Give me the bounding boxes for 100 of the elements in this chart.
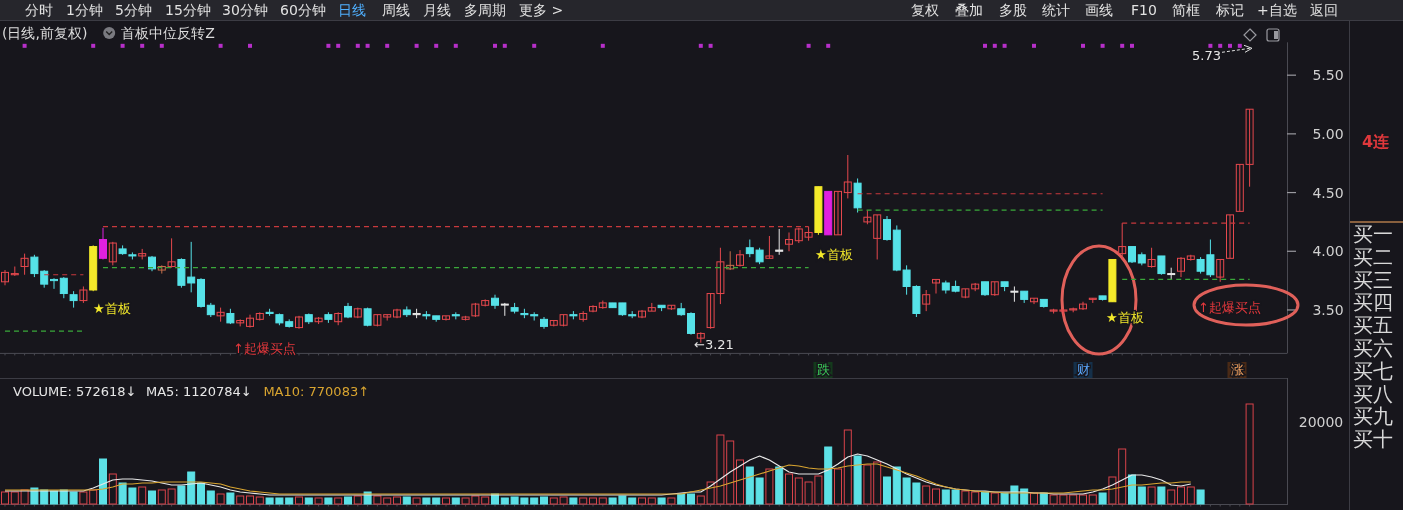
bar [206, 490, 215, 505]
candlestick [843, 154, 852, 199]
bar [246, 495, 254, 505]
candlestick [1030, 297, 1038, 305]
bar [775, 466, 784, 505]
bar [981, 491, 989, 505]
candlestick [1118, 222, 1127, 260]
y-tick-label: 4.00 [1312, 243, 1344, 260]
text: 日线 [338, 2, 366, 18]
bar [1167, 489, 1176, 505]
text: MA5: 1120784↓ [146, 384, 252, 399]
text: 4连 [1362, 132, 1391, 151]
bar [883, 476, 891, 505]
text: 5分钟 [115, 2, 152, 18]
bar [677, 493, 686, 505]
candlestick [990, 281, 999, 297]
candlestick [736, 249, 744, 268]
candlestick [726, 250, 735, 271]
text: VOLUME: 572618↓ [13, 384, 137, 399]
bar [226, 492, 235, 505]
candlestick [99, 227, 107, 260]
bar [148, 490, 156, 505]
bar [197, 482, 205, 505]
bar [667, 497, 676, 505]
annotation: ★首板 [815, 247, 853, 262]
bar [687, 493, 695, 505]
bar [785, 473, 793, 505]
bar [647, 497, 656, 505]
bar [1177, 486, 1185, 505]
candlestick [932, 278, 940, 295]
candlestick [765, 235, 774, 259]
bar [843, 429, 852, 505]
bar [353, 495, 362, 505]
text: 15分钟 [165, 2, 211, 18]
bar [932, 488, 940, 505]
candlestick [1147, 247, 1156, 269]
bar [344, 496, 352, 505]
text: 20000 [1298, 414, 1344, 430]
candlestick [59, 276, 68, 299]
y-tick-label: 3.50 [1312, 301, 1344, 318]
candlestick [393, 308, 401, 319]
annotation: ★首板 [93, 301, 131, 316]
bar [255, 496, 264, 505]
text: 60分钟 [280, 2, 326, 18]
y-tick-label: 5.00 [1312, 125, 1344, 142]
text: 买五 [1353, 313, 1393, 338]
text: 统计 [1042, 2, 1070, 18]
candlestick [1079, 301, 1087, 311]
bar [1196, 489, 1205, 505]
text: 1分钟 [66, 2, 103, 18]
bar [638, 497, 646, 505]
text: 多股 [999, 2, 1027, 18]
text: 标记 [1215, 2, 1244, 18]
bar [334, 497, 343, 505]
candlestick [785, 231, 793, 252]
candlestick [295, 315, 303, 330]
candlestick [775, 228, 784, 256]
bar [1, 491, 9, 505]
bar [834, 468, 842, 505]
text: MA10: 770083↑ [263, 384, 370, 399]
text: 多周期 [464, 2, 506, 18]
bar [99, 458, 107, 505]
bar [216, 493, 225, 505]
text: 买八 [1353, 381, 1393, 406]
candlestick [442, 315, 450, 322]
text: 涨 [1230, 362, 1244, 377]
bar [657, 497, 666, 505]
bar [1157, 486, 1166, 505]
chart-subtitle: 首板中位反转Z [121, 25, 215, 41]
bar [569, 497, 578, 505]
text: 月线 [423, 2, 451, 18]
candlestick [246, 314, 254, 329]
candlestick [1226, 214, 1234, 259]
bar [295, 496, 303, 505]
candlestick [1177, 256, 1185, 278]
bar [853, 455, 862, 505]
text: 30分钟 [222, 2, 268, 18]
candlestick [589, 304, 597, 313]
annotation: ↑起爆买点 [233, 341, 296, 356]
text: 周线 [382, 2, 410, 18]
bar [138, 486, 147, 505]
text: 画线 [1085, 2, 1113, 18]
text: 简框 [1172, 2, 1200, 18]
candlestick [1157, 255, 1166, 276]
candlestick [1, 269, 9, 286]
text: 买九 [1353, 404, 1393, 429]
bar [922, 485, 931, 505]
bar [1128, 474, 1136, 505]
text: 买二 [1353, 244, 1393, 269]
bar [598, 497, 607, 505]
chart-title: (日线,前复权) [2, 25, 88, 41]
text: 复权 [911, 2, 939, 18]
text: 买七 [1353, 358, 1393, 383]
bar [1030, 492, 1038, 505]
bar [736, 459, 744, 505]
bar [324, 497, 333, 505]
bar [1245, 403, 1254, 505]
candlestick [167, 237, 176, 269]
y-tick-label: 4.50 [1312, 184, 1344, 201]
bar [304, 497, 313, 505]
